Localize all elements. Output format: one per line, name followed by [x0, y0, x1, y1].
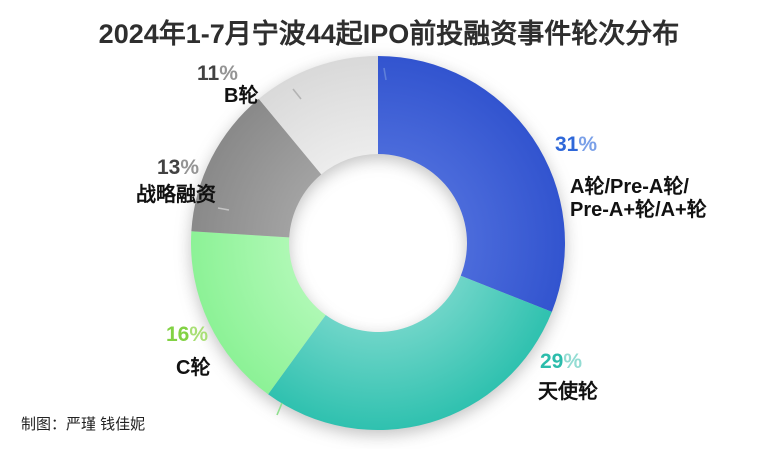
chart-title: 2024年1-7月宁波44起IPO前投融资事件轮次分布 — [98, 19, 680, 49]
pct-value: 11 — [197, 62, 220, 85]
donut-chart — [191, 56, 565, 430]
pct-value: 31 — [555, 133, 579, 156]
pct-value: 29 — [540, 350, 564, 373]
pct-label-a-round: 31% — [555, 133, 597, 157]
pct-sign: % — [180, 156, 200, 179]
pct-label-strategic: 13% — [157, 156, 199, 180]
pct-label-c-round: 16% — [166, 323, 208, 347]
pct-label-b-round: 11% — [197, 62, 238, 86]
pct-value: 16 — [166, 323, 190, 346]
category-label-strategic: 战略融资 — [136, 184, 216, 206]
donut-slice-3 — [191, 231, 326, 395]
category-label-angel-round: 天使轮 — [538, 381, 598, 403]
donut-slice-1 — [378, 56, 565, 312]
category-label-b-round: B轮 — [224, 85, 259, 107]
pct-sign: % — [189, 323, 209, 346]
donut-slice-5 — [258, 56, 378, 175]
category-label-c-round: C轮 — [176, 357, 211, 379]
credit-label: 制图：严瑾 钱佳妮 — [21, 416, 146, 433]
pct-label-angel-round: 29% — [540, 350, 582, 374]
donut-slice-4 — [191, 98, 322, 238]
pct-sign: % — [219, 62, 238, 85]
category-label-a-round: A轮/Pre-A轮/Pre-A+轮/A+轮 — [570, 176, 707, 221]
pct-sign: % — [578, 133, 598, 156]
pct-value: 13 — [157, 156, 181, 179]
pct-sign: % — [563, 350, 583, 373]
donut-slice-2 — [268, 275, 552, 430]
